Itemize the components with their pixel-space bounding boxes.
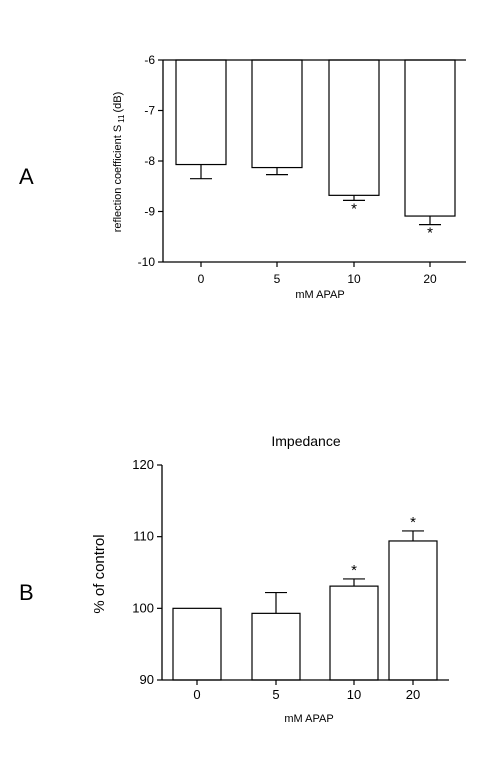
x-tick-label-0: 0 xyxy=(198,272,205,286)
bar-0 xyxy=(175,59,227,166)
bar-10 xyxy=(329,585,379,681)
chart-a-x-axis-label: mM APAP xyxy=(295,289,344,301)
bar-5 xyxy=(251,612,301,681)
chart-a: -6-7-8-9-10 0 5 10 20 ** mM APAP reflection… xyxy=(112,53,466,301)
significance-marker-10: * xyxy=(351,200,357,217)
chart-b-x-axis-label: mM APAP xyxy=(284,713,333,725)
y-tick-label--8: -8 xyxy=(144,154,155,168)
x-tick-label-10: 10 xyxy=(347,272,361,286)
chart-b-bars xyxy=(172,530,438,681)
bar-20 xyxy=(388,540,438,681)
y-tick-label-120: 120 xyxy=(132,457,154,472)
bar-10 xyxy=(328,59,380,196)
chart-a-y-label-unit: (dB) xyxy=(112,92,124,113)
x-tick-label-5: 5 xyxy=(272,687,279,702)
significance-marker-10: * xyxy=(351,562,357,579)
bar-0 xyxy=(172,607,222,681)
panel-label-b: B xyxy=(19,580,34,605)
y-tick-label--9: -9 xyxy=(144,205,155,219)
chart-b-title: Impedance xyxy=(271,433,340,449)
y-tick-label-110: 110 xyxy=(133,529,154,544)
x-tick-label-10: 10 xyxy=(347,687,361,702)
chart-b-xticks: 0 5 10 20 xyxy=(193,680,420,702)
y-tick-label-100: 100 xyxy=(132,600,154,615)
chart-a-y-label-main: reflection coefficient S xyxy=(112,125,124,232)
x-tick-label-0: 0 xyxy=(193,687,200,702)
y-tick-label--7: -7 xyxy=(144,104,155,118)
x-tick-label-5: 5 xyxy=(274,272,281,286)
x-tick-label-20: 20 xyxy=(423,272,437,286)
chart-b-axes xyxy=(161,465,449,681)
chart-b-markers: ** xyxy=(351,514,416,579)
chart-a-xticks: 0 5 10 20 xyxy=(198,262,437,286)
significance-marker-20: * xyxy=(427,225,433,242)
y-tick-label--6: -6 xyxy=(144,53,155,67)
y-tick-label--10: -10 xyxy=(138,255,156,269)
chart-a-bars xyxy=(175,59,456,226)
chart-a-y-label-subscript: 11 xyxy=(117,114,126,123)
bar-20 xyxy=(404,59,456,217)
y-tick-label-90: 90 xyxy=(140,672,154,687)
chart-a-yticks: -6 -7 -8 -9 -10 xyxy=(138,53,163,269)
chart-a-y-axis-label: reflection coefficient S 11(dB) xyxy=(112,92,126,233)
bar-5 xyxy=(251,59,303,169)
x-tick-label-20: 20 xyxy=(406,687,420,702)
chart-b-y-axis-label: % of control xyxy=(91,534,108,613)
chart-b-yticks: 90 100 110 120 xyxy=(132,457,162,687)
significance-marker-20: * xyxy=(410,514,416,531)
chart-a-markers: ** xyxy=(351,200,433,241)
panel-label-a: A xyxy=(19,164,34,189)
